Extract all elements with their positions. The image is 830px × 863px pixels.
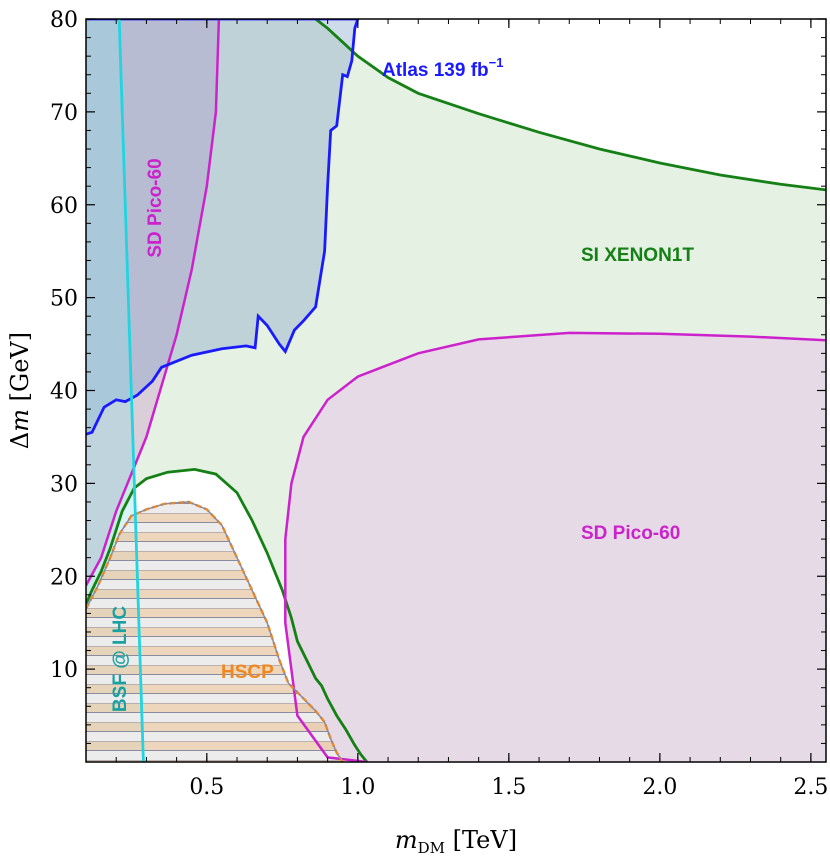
xenon-label: SI XENON1T — [581, 245, 694, 266]
x-tick-label-2.5: 2.5 — [793, 775, 828, 800]
region-labels: Atlas 139 fb−1 SI XENON1T SD Pico-60 SD … — [110, 55, 694, 712]
pico-upper-label: SD Pico-60 — [145, 158, 166, 257]
axis-ticks: 0.5 1.0 1.5 2.0 2.5 10 20 30 40 50 60 70 80 — [50, 8, 828, 800]
hscp-region — [86, 501, 343, 762]
atlas-label: Atlas 139 fb−1 — [382, 55, 503, 81]
y-tick-label-30: 30 — [50, 472, 78, 497]
y-tick-label-20: 20 — [50, 565, 78, 590]
xenon-upper-curve — [314, 19, 826, 192]
bsf-label: BSF @ LHC — [110, 606, 131, 712]
xenon-lower-curve — [86, 467, 368, 762]
atlas-region — [86, 19, 358, 435]
y-tick-label-70: 70 — [50, 101, 78, 126]
bsf-curve — [117, 19, 145, 762]
y-tick-label-40: 40 — [50, 380, 78, 405]
x-tick-label-1.0: 1.0 — [340, 775, 375, 800]
pico-upper-curve — [86, 19, 221, 587]
pico-lower-label: SD Pico-60 — [581, 523, 680, 544]
pico-upper-region — [86, 19, 219, 586]
x-tick-label-1.5: 1.5 — [491, 775, 526, 800]
hscp-label: HSCP — [221, 662, 274, 683]
x-tick-label-2.0: 2.0 — [642, 775, 677, 800]
hscp-curve-outer — [86, 500, 344, 762]
x-axis-label: mDM [TeV] — [395, 826, 517, 857]
hscp-curve-inner — [86, 501, 344, 762]
y-tick-label-50: 50 — [50, 287, 78, 312]
atlas-curve — [86, 19, 360, 436]
pico-lower-region — [285, 332, 826, 762]
y-axis-label: Δm [GeV] — [6, 332, 34, 449]
plot-regions — [86, 19, 826, 762]
x-tick-label-0.5: 0.5 — [189, 775, 224, 800]
y-tick-label-80: 80 — [50, 8, 78, 33]
y-tick-label-10: 10 — [50, 658, 78, 683]
pico-lower-curve — [284, 331, 826, 762]
y-tick-label-60: 60 — [50, 194, 78, 219]
